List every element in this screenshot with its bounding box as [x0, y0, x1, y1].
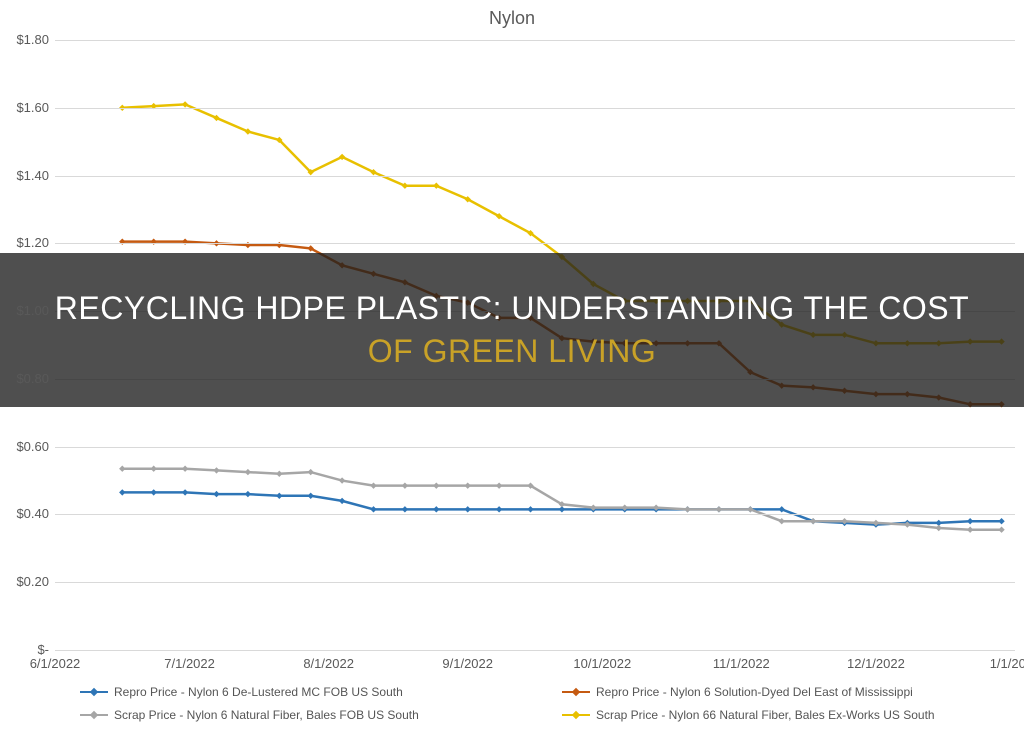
series-marker [276, 493, 282, 499]
gridline-y [55, 176, 1015, 177]
gridline-y [55, 447, 1015, 448]
series-marker [936, 525, 942, 531]
y-axis-label: $0.80 [16, 371, 49, 386]
series-marker [779, 518, 785, 524]
series-marker [716, 506, 722, 512]
series-marker [779, 506, 785, 512]
series-marker [967, 526, 973, 532]
series-marker [527, 506, 533, 512]
y-axis-label: $0.20 [16, 574, 49, 589]
legend-label: Scrap Price - Nylon 6 Natural Fiber, Bal… [114, 708, 419, 722]
series-marker [339, 477, 345, 483]
series-marker [245, 469, 251, 475]
overlay-line-2: OF GREEN LIVING [55, 330, 969, 373]
legend-item: Scrap Price - Nylon 6 Natural Fiber, Bal… [80, 708, 522, 722]
x-axis-label: 8/1/2022 [299, 656, 359, 671]
gridline-y [55, 40, 1015, 41]
x-axis-label: 1/1/2023 [985, 656, 1024, 671]
series-marker [339, 498, 345, 504]
legend-label: Repro Price - Nylon 6 De-Lustered MC FOB… [114, 685, 403, 699]
y-axis-label: $1.80 [16, 32, 49, 47]
series-marker [150, 489, 156, 495]
gridline-y [55, 650, 1015, 651]
y-axis-label: $- [37, 642, 49, 657]
series-marker [182, 465, 188, 471]
gridline-y [55, 243, 1015, 244]
series-line [122, 469, 1001, 530]
legend-item: Scrap Price - Nylon 66 Natural Fiber, Ba… [562, 708, 1004, 722]
chart-title: Nylon [0, 8, 1024, 29]
series-marker [370, 482, 376, 488]
series-marker [213, 491, 219, 497]
legend-row: Scrap Price - Nylon 6 Natural Fiber, Bal… [0, 708, 1024, 722]
overlay-band: RECYCLING HDPE PLASTIC: UNDERSTANDING TH… [0, 253, 1024, 407]
x-axis-label: 9/1/2022 [438, 656, 498, 671]
series-marker [150, 465, 156, 471]
series-marker [433, 482, 439, 488]
y-axis-label: $1.60 [16, 100, 49, 115]
series-marker [182, 489, 188, 495]
series-marker [402, 506, 408, 512]
series-marker [496, 482, 502, 488]
y-axis-label: $1.00 [16, 303, 49, 318]
series-marker [967, 518, 973, 524]
series-marker [370, 506, 376, 512]
series-marker [810, 518, 816, 524]
y-axis-label: $1.40 [16, 168, 49, 183]
series-marker [998, 518, 1004, 524]
x-axis-label: 11/1/2022 [711, 656, 771, 671]
series-marker [276, 471, 282, 477]
legend-row: Repro Price - Nylon 6 De-Lustered MC FOB… [0, 685, 1024, 699]
legend-label: Scrap Price - Nylon 66 Natural Fiber, Ba… [596, 708, 935, 722]
series-marker [465, 506, 471, 512]
y-axis-label: $0.40 [16, 506, 49, 521]
x-axis-label: 10/1/2022 [572, 656, 632, 671]
series-marker [747, 506, 753, 512]
x-axis-label: 12/1/2022 [846, 656, 906, 671]
overlay-text: RECYCLING HDPE PLASTIC: UNDERSTANDING TH… [55, 287, 969, 373]
legend-swatch [80, 689, 108, 695]
series-marker [465, 482, 471, 488]
series-marker [684, 506, 690, 512]
x-axis-label: 6/1/2022 [25, 656, 85, 671]
series-marker [402, 482, 408, 488]
legend-item: Repro Price - Nylon 6 Solution-Dyed Del … [562, 685, 1004, 699]
legend-swatch [562, 689, 590, 695]
series-marker [245, 491, 251, 497]
gridline-y [55, 582, 1015, 583]
series-marker [308, 493, 314, 499]
legend-item: Repro Price - Nylon 6 De-Lustered MC FOB… [80, 685, 522, 699]
gridline-y [55, 108, 1015, 109]
y-axis-label: $0.60 [16, 439, 49, 454]
series-marker [433, 506, 439, 512]
series-marker [308, 469, 314, 475]
series-marker [119, 489, 125, 495]
gridline-y [55, 514, 1015, 515]
series-marker [496, 506, 502, 512]
series-marker [998, 526, 1004, 532]
series-marker [213, 467, 219, 473]
x-axis-label: 7/1/2022 [160, 656, 220, 671]
legend-swatch [80, 712, 108, 718]
series-marker [119, 465, 125, 471]
legend-label: Repro Price - Nylon 6 Solution-Dyed Del … [596, 685, 913, 699]
overlay-line-1: RECYCLING HDPE PLASTIC: UNDERSTANDING TH… [55, 287, 969, 330]
legend-swatch [562, 712, 590, 718]
y-axis-label: $1.20 [16, 235, 49, 250]
